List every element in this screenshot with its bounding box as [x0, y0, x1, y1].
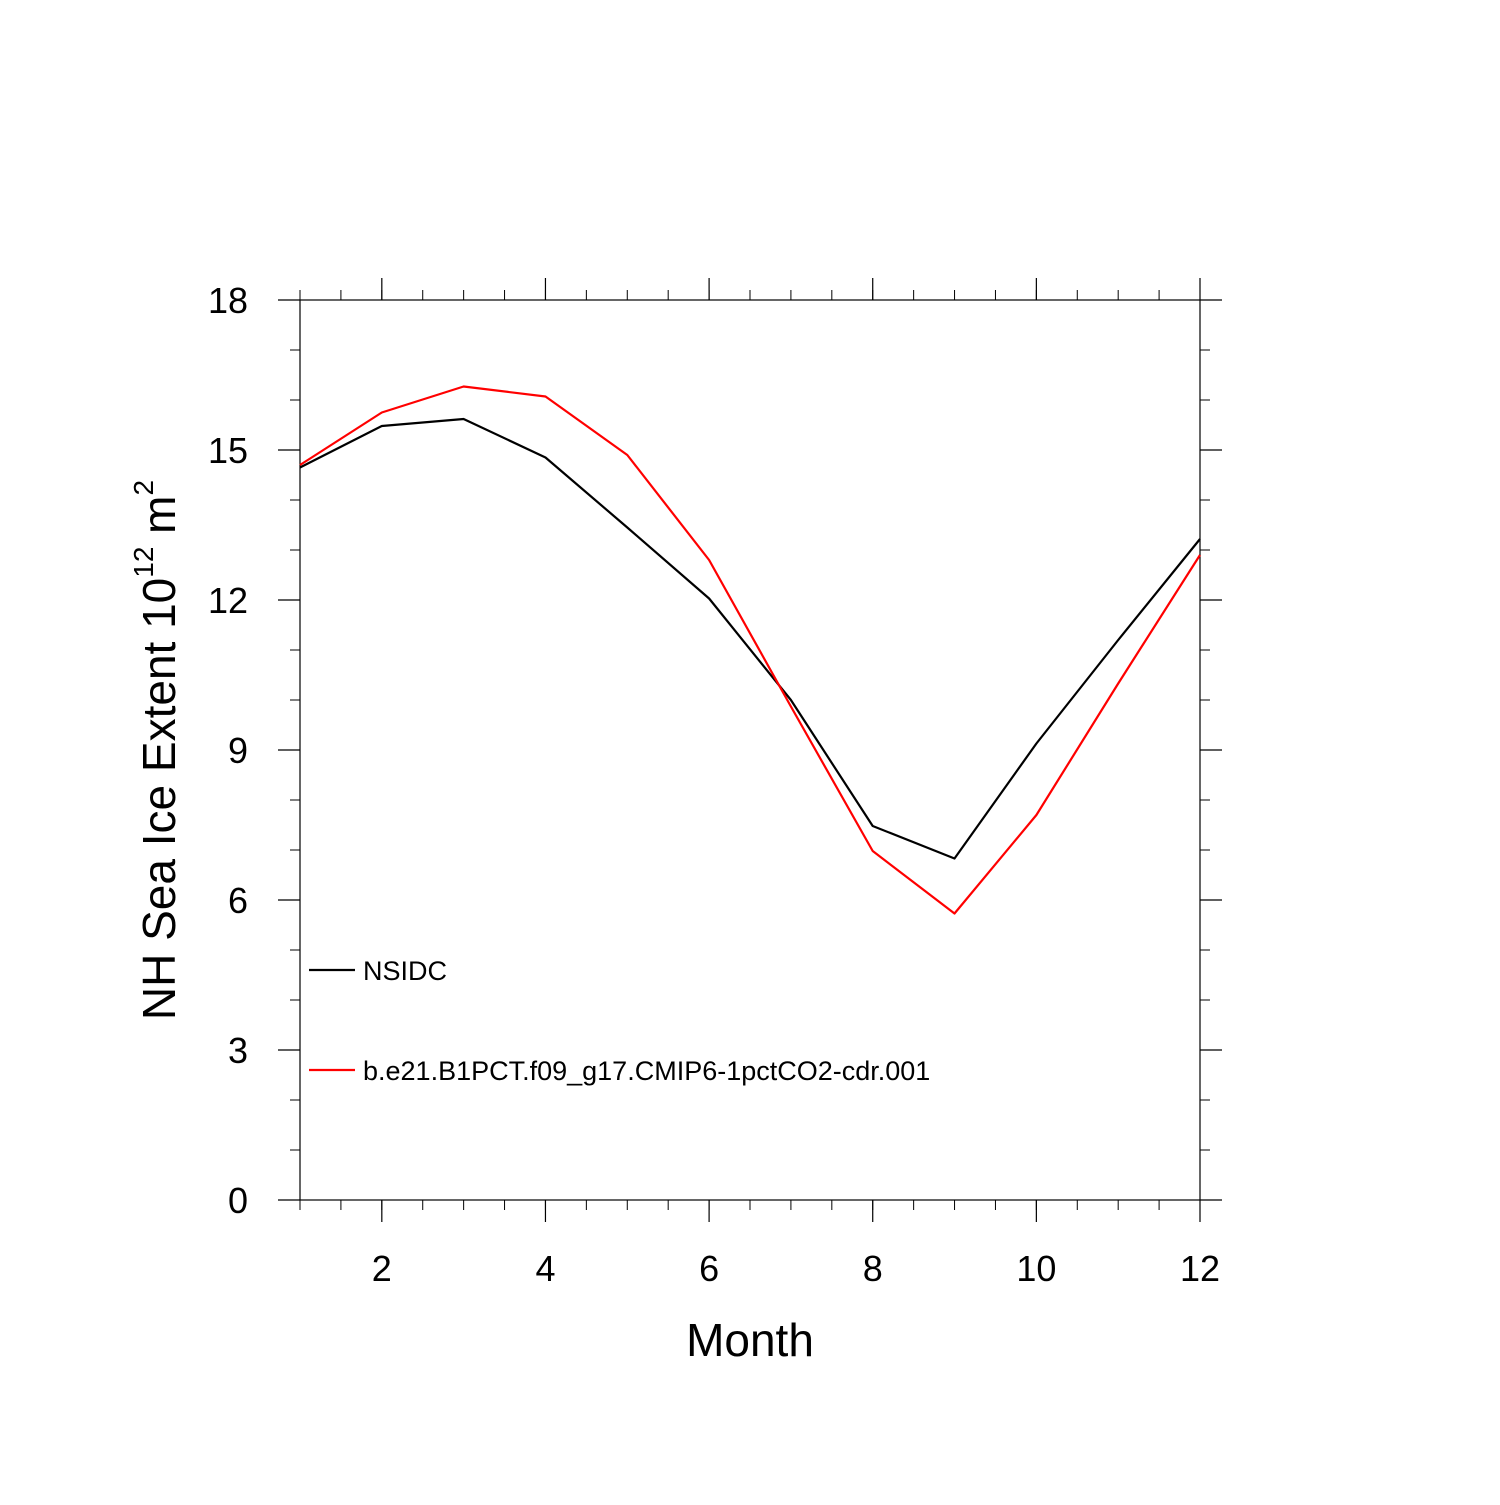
legend-label-1: NSIDC: [363, 956, 447, 986]
tick-labels: 2 4 6 8 10 12 0 3 6 9 12 15 18: [208, 280, 1220, 1289]
legend: NSIDC b.e21.B1PCT.f09_g17.CMIP6-1pctCO2-c…: [309, 956, 930, 1086]
y-axis-label-unit: m: [133, 495, 185, 546]
x-tick-label: 6: [699, 1248, 719, 1289]
x-tick-label: 10: [1016, 1248, 1056, 1289]
y-axis-label-exponent: 12: [128, 547, 159, 578]
y-tick-label: 12: [208, 580, 248, 621]
x-tick-label: 2: [372, 1248, 392, 1289]
y-tick-label: 3: [228, 1030, 248, 1071]
series-lines: [299, 385, 1201, 915]
y-tick-label: 9: [228, 730, 248, 771]
series-line-2: [299, 385, 1201, 915]
axis-ticks: [278, 278, 1222, 1222]
x-tick-label: 8: [863, 1248, 883, 1289]
y-axis-label-main: NH Sea Ice Extent 10: [133, 578, 185, 1020]
y-tick-label: 15: [208, 430, 248, 471]
x-axis-label: Month: [686, 1314, 814, 1366]
x-tick-label: 12: [1180, 1248, 1220, 1289]
series-line-1: [299, 417, 1201, 860]
y-tick-label: 0: [228, 1180, 248, 1221]
y-tick-label: 6: [228, 880, 248, 921]
x-tick-label: 4: [535, 1248, 555, 1289]
y-tick-label: 18: [208, 280, 248, 321]
legend-label-2: b.e21.B1PCT.f09_g17.CMIP6-1pctCO2-cdr.00…: [363, 1056, 930, 1086]
y-axis-label-unit-exponent: 2: [128, 480, 159, 496]
y-axis-label: NH Sea Ice Extent 1012 m2: [128, 480, 185, 1020]
